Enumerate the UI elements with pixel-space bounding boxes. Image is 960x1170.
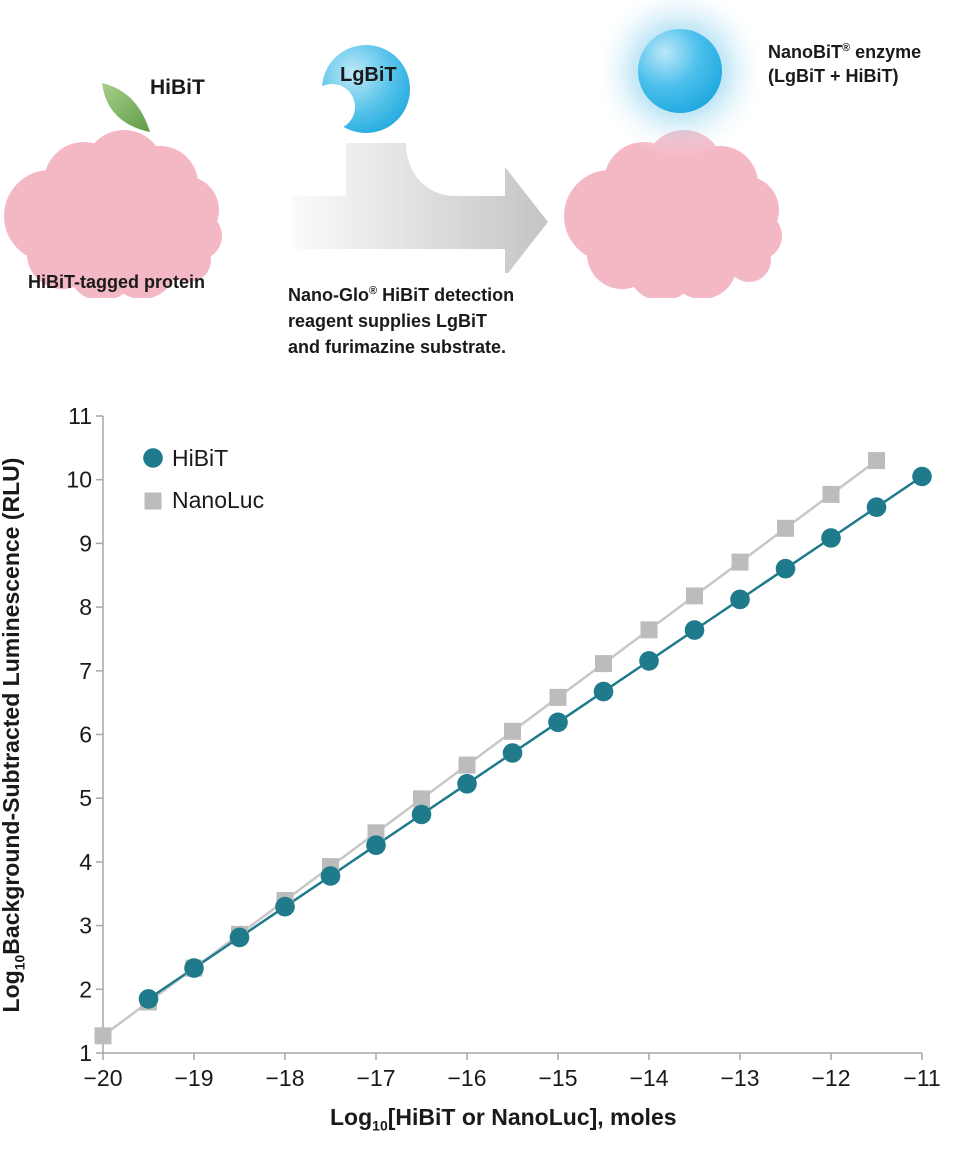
svg-text:−19: −19: [174, 1065, 213, 1091]
svg-text:HiBiT: HiBiT: [172, 445, 228, 471]
svg-text:−14: −14: [629, 1065, 668, 1091]
svg-text:NanoLuc: NanoLuc: [172, 487, 264, 513]
svg-text:8: 8: [79, 594, 92, 620]
svg-text:−12: −12: [811, 1065, 850, 1091]
svg-text:11: 11: [68, 403, 92, 429]
svg-text:2: 2: [79, 976, 92, 1002]
svg-text:3: 3: [79, 913, 92, 939]
svg-text:−18: −18: [265, 1065, 304, 1091]
svg-text:−20: −20: [83, 1065, 122, 1091]
svg-text:−13: −13: [720, 1065, 759, 1091]
svg-text:−15: −15: [538, 1065, 577, 1091]
svg-text:7: 7: [79, 658, 92, 684]
svg-text:4: 4: [79, 849, 92, 875]
svg-text:1: 1: [79, 1040, 92, 1066]
svg-text:−11: −11: [903, 1065, 940, 1091]
svg-text:−16: −16: [447, 1065, 486, 1091]
svg-text:−17: −17: [356, 1065, 395, 1091]
svg-text:6: 6: [79, 722, 92, 748]
svg-text:9: 9: [79, 530, 92, 556]
svg-text:10: 10: [66, 467, 92, 493]
svg-text:5: 5: [79, 785, 92, 811]
